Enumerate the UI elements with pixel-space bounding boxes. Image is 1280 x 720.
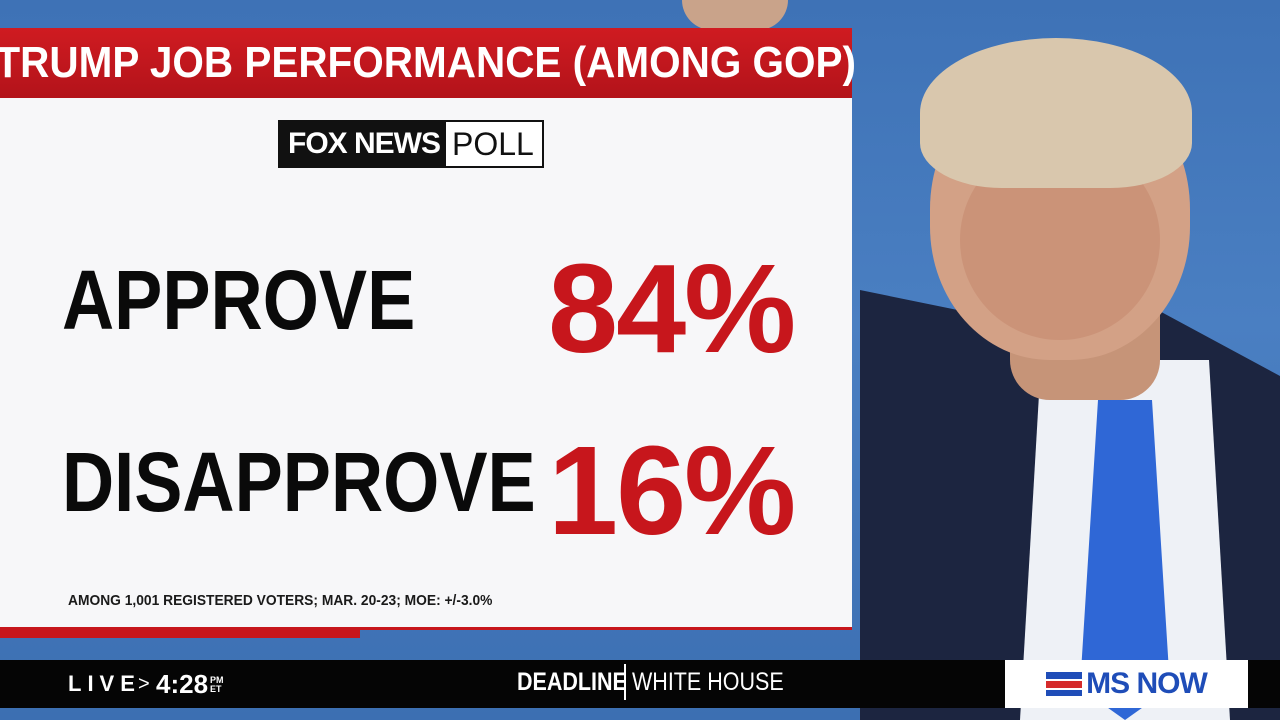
fox-news-poll-logo: FOX NEWS POLL	[278, 120, 544, 168]
card-bottom-accent	[0, 627, 360, 638]
clock-time: 4:28	[156, 669, 209, 699]
ms-now-flag-icon	[1046, 672, 1083, 696]
network-name: MS NOW	[1086, 667, 1208, 700]
card-bottom-rule	[0, 627, 852, 630]
logo-poll-text: POLL	[446, 122, 542, 166]
show-name-white-house: WHITE HOUSE	[632, 668, 784, 696]
live-indicator: LIVE	[68, 671, 141, 696]
poll-title: TRUMP JOB PERFORMANCE (AMONG GOP)	[0, 38, 857, 87]
hair	[920, 38, 1192, 188]
approve-label: APPROVE	[62, 253, 416, 347]
raised-fist	[682, 0, 788, 30]
chevron-right-icon: >	[138, 673, 150, 695]
clock-ampm: PM ET	[210, 676, 224, 694]
clock-meridiem: PM	[210, 675, 224, 685]
disapprove-label: DISAPPROVE	[62, 435, 536, 529]
show-name-deadline: DEADLINE	[517, 668, 627, 696]
clock-timezone: ET	[210, 684, 222, 694]
show-name-divider	[624, 664, 626, 700]
approve-value: 84%	[548, 238, 796, 379]
poll-footnote: AMONG 1,001 REGISTERED VOTERS; MAR. 20-2…	[68, 592, 493, 609]
network-logo: MS NOW	[1005, 660, 1248, 708]
disapprove-value: 16%	[548, 420, 796, 561]
title-bar: TRUMP JOB PERFORMANCE (AMONG GOP)	[0, 28, 856, 98]
logo-fox-news-text: FOX NEWS	[280, 122, 447, 166]
